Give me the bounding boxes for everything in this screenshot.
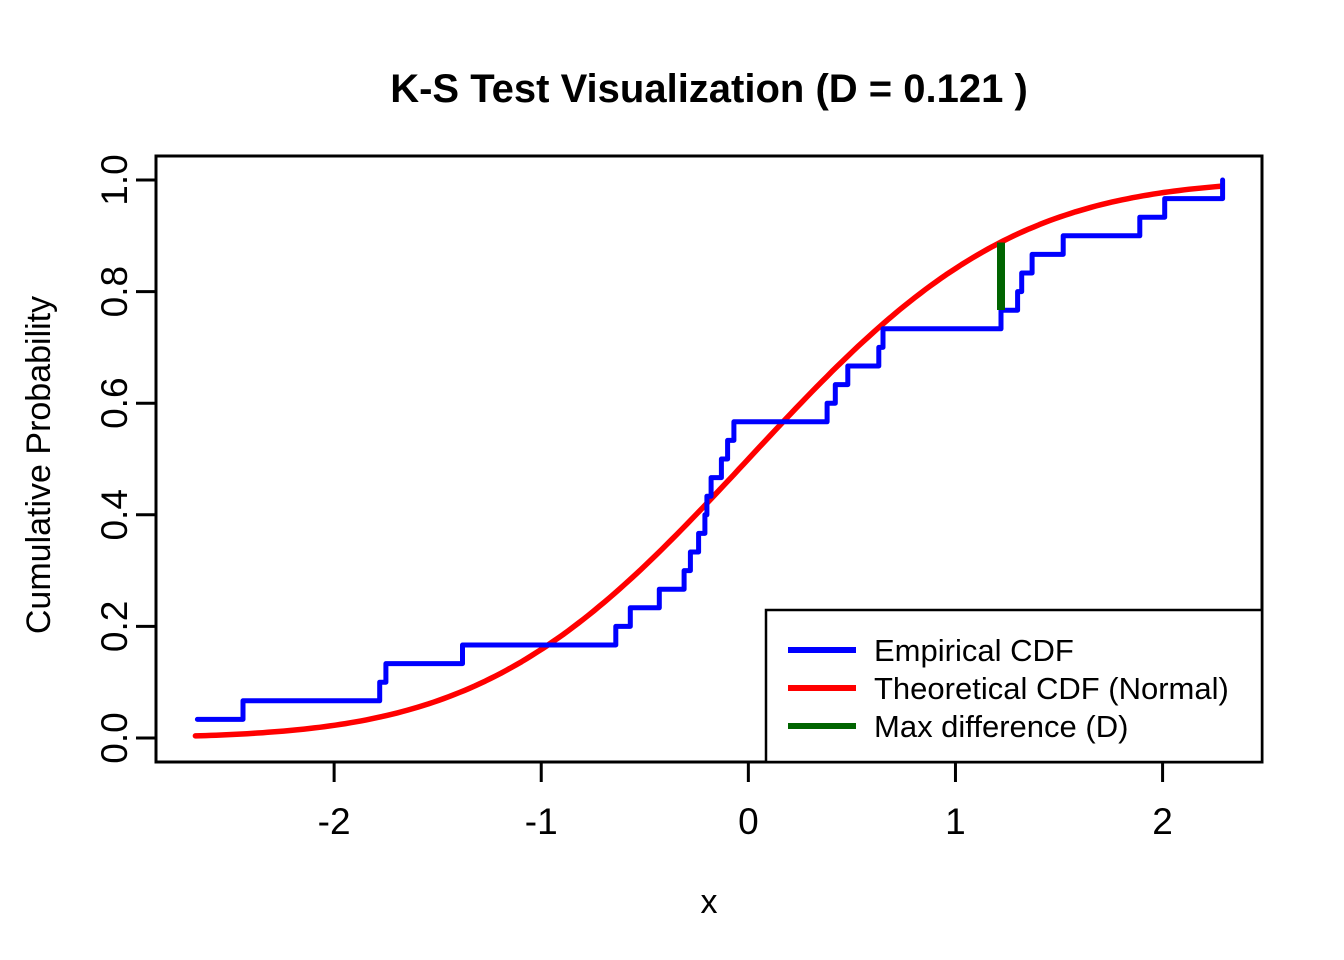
plot-border [154, 154, 1264, 764]
x-axis-title: x [701, 883, 718, 921]
x-tick-label: 2 [1152, 801, 1173, 842]
legend: Empirical CDF Theoretical CDF (Normal) M… [764, 608, 1264, 764]
y-tick-label: 0.4 [94, 489, 135, 540]
chart-title: K-S Test Visualization (D = 0.121 ) [390, 67, 1028, 111]
x-axis-ticks: -2 -1 0 1 2 [318, 762, 1173, 842]
y-tick-label: 0.2 [94, 601, 135, 652]
x-tick-label: 1 [945, 801, 966, 842]
y-tick-label: 0.6 [94, 377, 135, 428]
y-tick-label: 0.8 [94, 266, 135, 317]
y-axis-ticks: 0.0 0.2 0.4 0.6 0.8 1.0 [94, 154, 156, 764]
x-tick-label: 0 [738, 801, 759, 842]
x-tick-label: -2 [318, 801, 351, 842]
y-axis-title: Cumulative Probability [20, 296, 58, 634]
y-tick-label: 0.0 [94, 712, 135, 763]
legend-label-theoretical: Theoretical CDF (Normal) [874, 671, 1229, 706]
y-tick-label: 1.0 [94, 154, 135, 205]
x-tick-label: -1 [525, 801, 558, 842]
empirical-cdf-line [194, 177, 1226, 722]
legend-label-maxdiff: Max difference (D) [874, 709, 1128, 744]
legend-label-empirical: Empirical CDF [874, 633, 1074, 668]
